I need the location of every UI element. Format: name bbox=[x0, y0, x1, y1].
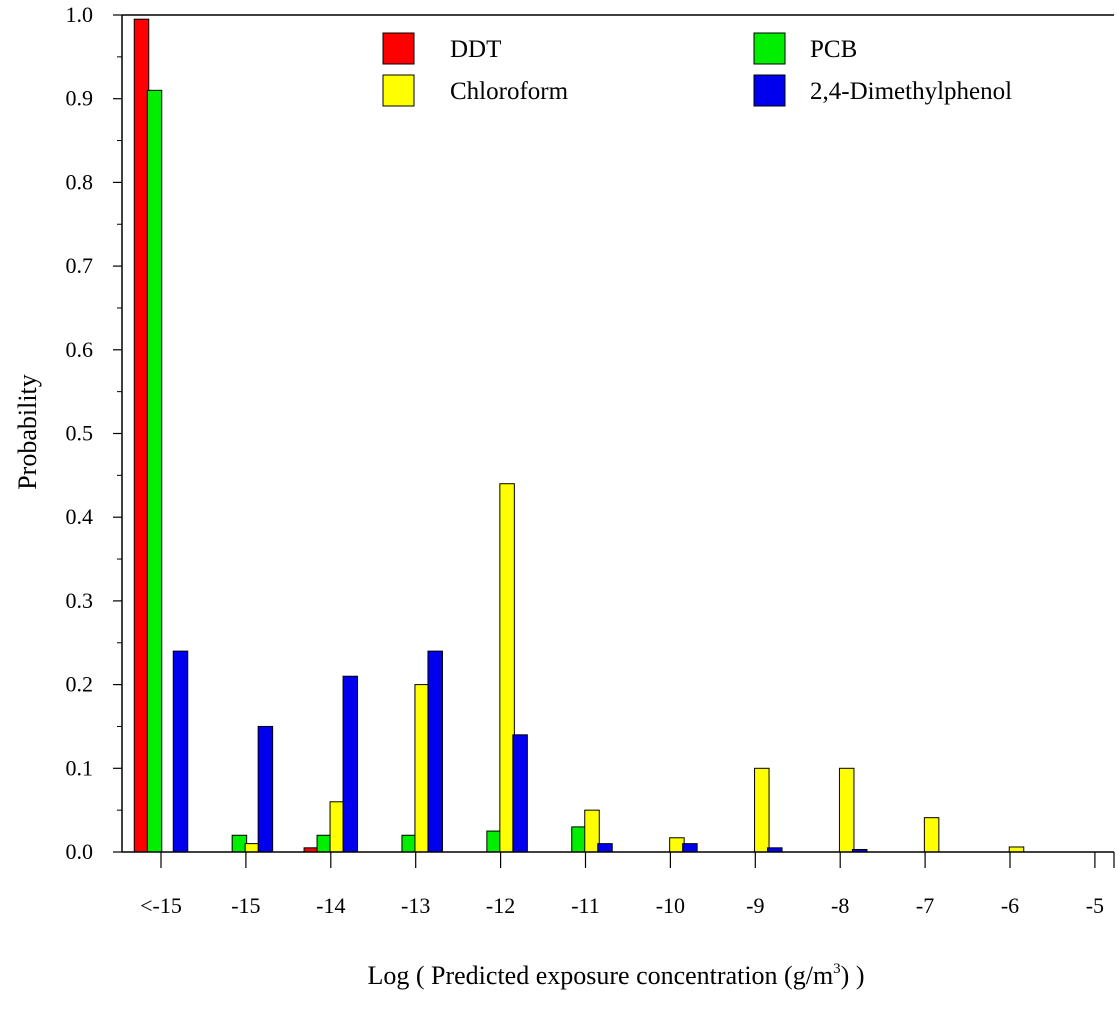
bar-chloroform-1 bbox=[244, 843, 261, 853]
y-tick-label: 0.1 bbox=[66, 755, 94, 780]
bar-chloroform-4 bbox=[499, 483, 515, 853]
x-tick-label: -9 bbox=[746, 893, 764, 918]
x-tick-label: -5 bbox=[1086, 893, 1104, 918]
legend-swatch-chloroform bbox=[382, 74, 415, 107]
x-tick-label: -15 bbox=[231, 893, 260, 918]
y-tick-label: 0.7 bbox=[66, 253, 94, 278]
y-tick-label: 0.3 bbox=[66, 588, 94, 613]
bar-2-4-dimethylphenol-1 bbox=[257, 725, 274, 853]
y-tick-label: 0.6 bbox=[66, 337, 94, 362]
x-tick-label: -12 bbox=[486, 893, 515, 918]
legend-swatch-ddt bbox=[382, 32, 415, 65]
bar-pcb-0 bbox=[146, 89, 163, 853]
legend-label-2-4-dimethylphenol: 2,4-Dimethylphenol bbox=[810, 78, 1012, 105]
x-tick-label: -13 bbox=[401, 893, 430, 918]
legend-label-chloroform: Chloroform bbox=[450, 78, 569, 105]
legend: DDT PCB Chloroform 2,4-Dimethylphenol bbox=[382, 32, 1012, 107]
bars-layer bbox=[133, 18, 1025, 853]
bar-pcb-2 bbox=[316, 834, 333, 853]
bar-2-4-dimethylphenol-6 bbox=[682, 843, 698, 853]
bar-pcb-4 bbox=[486, 830, 502, 853]
bar-pcb-1 bbox=[231, 834, 248, 853]
y-tick-label: 0.8 bbox=[66, 169, 94, 194]
bar-chloroform-3 bbox=[414, 684, 430, 853]
y-tick-label: 0.0 bbox=[66, 839, 94, 864]
x-tick-label: -7 bbox=[916, 893, 934, 918]
bar-chloroform-10 bbox=[1008, 846, 1025, 853]
x-tick-label: -8 bbox=[831, 893, 849, 918]
bar-2-4-dimethylphenol-3 bbox=[427, 650, 443, 853]
y-tick-label: 0.2 bbox=[66, 672, 94, 697]
y-axis-title: Probability bbox=[13, 374, 42, 490]
legend-label-ddt: DDT bbox=[450, 36, 501, 63]
axes-layer: 0.0 0.1 0.2 0.3 0.4 0.5 0.6 0.7 0.8 0.9 1.0 <-15 -15… bbox=[66, 2, 1115, 918]
bar-pcb-5 bbox=[571, 826, 587, 853]
bar-chloroform-6 bbox=[669, 837, 685, 853]
bar-2-4-dimethylphenol-5 bbox=[597, 843, 613, 853]
bar-chloroform-8 bbox=[838, 767, 855, 853]
bar-ddt-0 bbox=[133, 18, 150, 853]
x-axis-title: Log ( Predicted exposure concentration (… bbox=[367, 961, 864, 990]
legend-label-pcb: PCB bbox=[810, 36, 857, 63]
bar-chloroform-7 bbox=[754, 767, 770, 853]
bar-chloroform-9 bbox=[923, 817, 940, 853]
y-tick-label: 0.4 bbox=[66, 504, 94, 529]
bar-pcb-3 bbox=[401, 834, 417, 853]
x-tick-label: -11 bbox=[571, 893, 600, 918]
x-tick-label: -6 bbox=[1001, 893, 1019, 918]
bar-2-4-dimethylphenol-4 bbox=[512, 734, 528, 853]
bar-2-4-dimethylphenol-2 bbox=[342, 675, 359, 853]
y-tick-label: 0.5 bbox=[66, 421, 94, 446]
y-tick-label: 1.0 bbox=[66, 2, 94, 27]
bar-chloroform-5 bbox=[584, 809, 600, 853]
y-tick-label: 0.9 bbox=[66, 86, 94, 111]
bar-2-4-dimethylphenol-0 bbox=[172, 650, 189, 853]
x-tick-label: -14 bbox=[316, 893, 345, 918]
legend-swatch-pcb bbox=[753, 32, 786, 65]
x-tick-label: -10 bbox=[656, 893, 685, 918]
bar-chloroform-2 bbox=[329, 801, 346, 853]
x-tick-label: <-15 bbox=[140, 893, 182, 918]
legend-swatch-2-4-dimethylphenol bbox=[753, 74, 786, 107]
